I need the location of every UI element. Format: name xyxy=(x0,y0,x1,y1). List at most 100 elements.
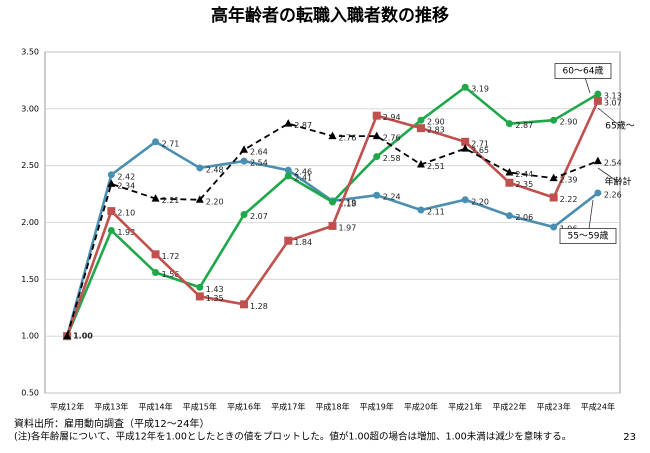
point xyxy=(594,90,602,98)
data-label: 2.26 xyxy=(604,190,622,199)
data-label: 2.06 xyxy=(515,213,533,222)
data-label: 2.46 xyxy=(294,168,312,177)
point xyxy=(152,269,160,277)
point xyxy=(329,198,336,206)
point xyxy=(196,283,204,291)
point xyxy=(107,179,116,187)
point xyxy=(549,193,558,202)
point xyxy=(505,120,513,128)
x-tick-label: 平成21年 xyxy=(448,402,482,412)
data-label: 2.41 xyxy=(294,173,312,182)
data-label: 2.87 xyxy=(515,121,533,130)
point xyxy=(151,194,160,202)
point xyxy=(328,221,337,230)
point xyxy=(284,166,292,174)
data-label: 2.76 xyxy=(383,134,401,143)
data-label: 2.42 xyxy=(117,172,135,181)
legend-label: 60〜64歳 xyxy=(563,65,604,77)
point xyxy=(505,178,514,187)
point xyxy=(284,119,293,127)
y-tick-label: 2.50 xyxy=(21,161,39,170)
legend-leader xyxy=(597,107,621,127)
legend-label: 年齢計 xyxy=(604,176,631,188)
x-tick-label: 平成24年 xyxy=(581,402,615,412)
point xyxy=(505,167,514,176)
point xyxy=(107,171,115,179)
page-number: 23 xyxy=(623,432,636,443)
y-tick-label: 3.00 xyxy=(21,104,39,113)
data-label: 2.19 xyxy=(339,198,357,207)
data-label: 1.43 xyxy=(206,285,224,294)
point xyxy=(593,96,602,105)
x-tick-label: 平成17年 xyxy=(271,402,305,412)
point xyxy=(372,111,381,120)
point xyxy=(505,212,513,220)
point xyxy=(550,116,558,124)
point xyxy=(594,189,602,197)
data-label: 2.51 xyxy=(427,162,445,171)
legend-box xyxy=(559,228,617,244)
point xyxy=(107,226,115,234)
point xyxy=(195,195,204,203)
point xyxy=(196,164,204,172)
legend-label: 65歳〜 xyxy=(605,120,634,132)
x-tick-label: 平成15年 xyxy=(183,402,217,412)
data-label: 2.21 xyxy=(162,196,180,205)
point xyxy=(373,191,381,199)
x-tick-label: 平成13年 xyxy=(94,402,128,412)
point xyxy=(284,172,292,180)
data-label: 2.58 xyxy=(383,154,401,163)
point xyxy=(240,300,249,309)
point xyxy=(328,131,337,140)
point xyxy=(550,223,558,231)
data-label: 2.48 xyxy=(206,165,224,174)
point xyxy=(461,196,469,204)
legend-box xyxy=(554,63,612,79)
data-label: 2.54 xyxy=(250,159,268,168)
x-tick-label: 平成18年 xyxy=(315,402,349,412)
data-label: 2.54 xyxy=(604,159,622,168)
point xyxy=(63,331,72,340)
data-label: 1.97 xyxy=(339,223,357,232)
data-label: 1.56 xyxy=(162,270,180,279)
note: (注)各年齢層について、平成12年を1.00としたときの値をプロットした。値が1… xyxy=(14,431,571,443)
point xyxy=(152,138,160,146)
data-label: 2.20 xyxy=(206,197,224,206)
point xyxy=(151,250,160,259)
y-tick-label: 2.00 xyxy=(21,218,39,227)
x-tick-label: 平成16年 xyxy=(227,402,261,412)
data-label: 2.94 xyxy=(383,113,401,122)
data-label: 2.90 xyxy=(560,118,578,127)
x-tick-label: 平成19年 xyxy=(360,402,394,412)
y-tick-label: 1.00 xyxy=(21,332,39,341)
data-label: 1.00 xyxy=(73,332,93,341)
point xyxy=(461,83,469,91)
point xyxy=(416,160,425,168)
data-label: 2.22 xyxy=(560,195,578,204)
point xyxy=(107,207,116,216)
data-label: 2.64 xyxy=(250,147,268,156)
data-label: 1.28 xyxy=(250,302,268,311)
point xyxy=(416,124,425,133)
point xyxy=(417,116,425,124)
data-label: 2.71 xyxy=(471,139,489,148)
legend-leader xyxy=(597,167,619,183)
x-tick-label: 平成14年 xyxy=(138,402,172,412)
data-label: 2.39 xyxy=(560,176,578,185)
point xyxy=(461,137,470,146)
y-tick-label: 1.50 xyxy=(21,275,39,284)
point xyxy=(284,236,293,245)
data-label: 1.35 xyxy=(206,294,224,303)
point xyxy=(195,292,204,301)
point xyxy=(461,144,470,152)
data-label: 2.65 xyxy=(471,146,489,155)
data-label: 2.35 xyxy=(515,180,533,189)
data-label: 1.72 xyxy=(162,252,180,261)
point xyxy=(240,211,248,219)
y-tick-label: 3.50 xyxy=(21,48,39,57)
point xyxy=(373,153,381,161)
data-label: 2.20 xyxy=(471,197,489,206)
point xyxy=(593,156,602,165)
data-label: 3.19 xyxy=(471,85,489,94)
